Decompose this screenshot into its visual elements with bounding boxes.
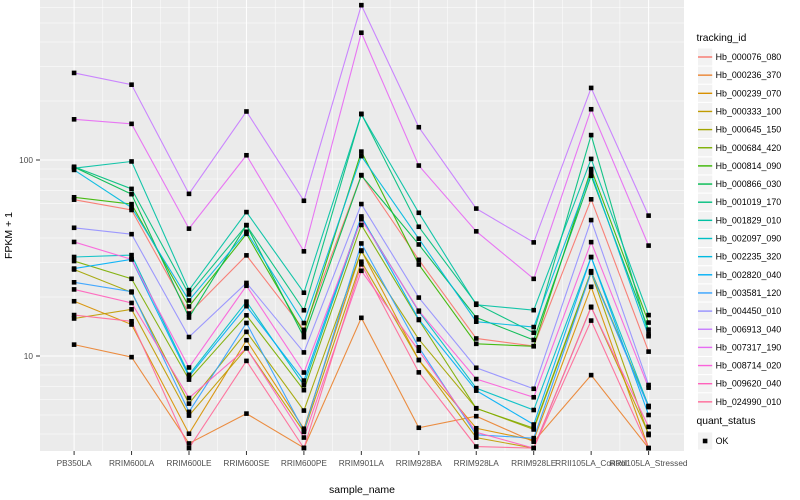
- svg-text:Hb_002235_320: Hb_002235_320: [716, 252, 782, 262]
- svg-text:RRIM600LE: RRIM600LE: [166, 458, 212, 468]
- svg-text:Hb_000076_080: Hb_000076_080: [716, 52, 782, 62]
- svg-text:sample_name: sample_name: [329, 484, 395, 496]
- svg-text:Hb_000684_420: Hb_000684_420: [716, 143, 782, 153]
- svg-text:Hb_007317_190: Hb_007317_190: [716, 342, 782, 352]
- svg-text:PB350LA: PB350LA: [57, 458, 93, 468]
- svg-text:RRIM928LE: RRIM928LE: [511, 458, 557, 468]
- svg-text:Hb_002820_040: Hb_002820_040: [716, 270, 782, 280]
- svg-text:RRIM600LA: RRIM600LA: [109, 458, 155, 468]
- svg-text:RRIM928LA: RRIM928LA: [454, 458, 500, 468]
- svg-text:RRII105LA_Stressed: RRII105LA_Stressed: [610, 458, 688, 468]
- svg-text:Hb_001829_010: Hb_001829_010: [716, 215, 782, 225]
- svg-text:RRIM928BA: RRIM928BA: [396, 458, 443, 468]
- svg-text:RRIM901LA: RRIM901LA: [339, 458, 385, 468]
- svg-text:RRIM600PE: RRIM600PE: [281, 458, 328, 468]
- svg-text:FPKM + 1: FPKM + 1: [3, 212, 15, 259]
- svg-text:Hb_004450_010: Hb_004450_010: [716, 306, 782, 316]
- svg-text:Hb_000645_150: Hb_000645_150: [716, 125, 782, 135]
- svg-text:Hb_024990_010: Hb_024990_010: [716, 397, 782, 407]
- svg-text:Hb_000333_100: Hb_000333_100: [716, 106, 782, 116]
- svg-text:Hb_002097_090: Hb_002097_090: [716, 234, 782, 244]
- svg-text:Hb_000814_090: Hb_000814_090: [716, 161, 782, 171]
- svg-text:Hb_000239_070: Hb_000239_070: [716, 88, 782, 98]
- svg-text:Hb_008714_020: Hb_008714_020: [716, 361, 782, 371]
- svg-text:100: 100: [19, 155, 33, 165]
- svg-text:Hb_000236_370: Hb_000236_370: [716, 70, 782, 80]
- svg-text:Hb_006913_040: Hb_006913_040: [716, 324, 782, 334]
- svg-text:Hb_001019_170: Hb_001019_170: [716, 197, 782, 207]
- svg-text:10: 10: [24, 351, 34, 361]
- svg-text:RRIM600SE: RRIM600SE: [223, 458, 270, 468]
- svg-text:quant_status: quant_status: [697, 416, 756, 427]
- svg-text:tracking_id: tracking_id: [697, 33, 747, 44]
- svg-text:OK: OK: [716, 436, 729, 446]
- svg-text:Hb_009620_040: Hb_009620_040: [716, 379, 782, 389]
- svg-text:Hb_000866_030: Hb_000866_030: [716, 179, 782, 189]
- svg-text:Hb_003581_120: Hb_003581_120: [716, 288, 782, 298]
